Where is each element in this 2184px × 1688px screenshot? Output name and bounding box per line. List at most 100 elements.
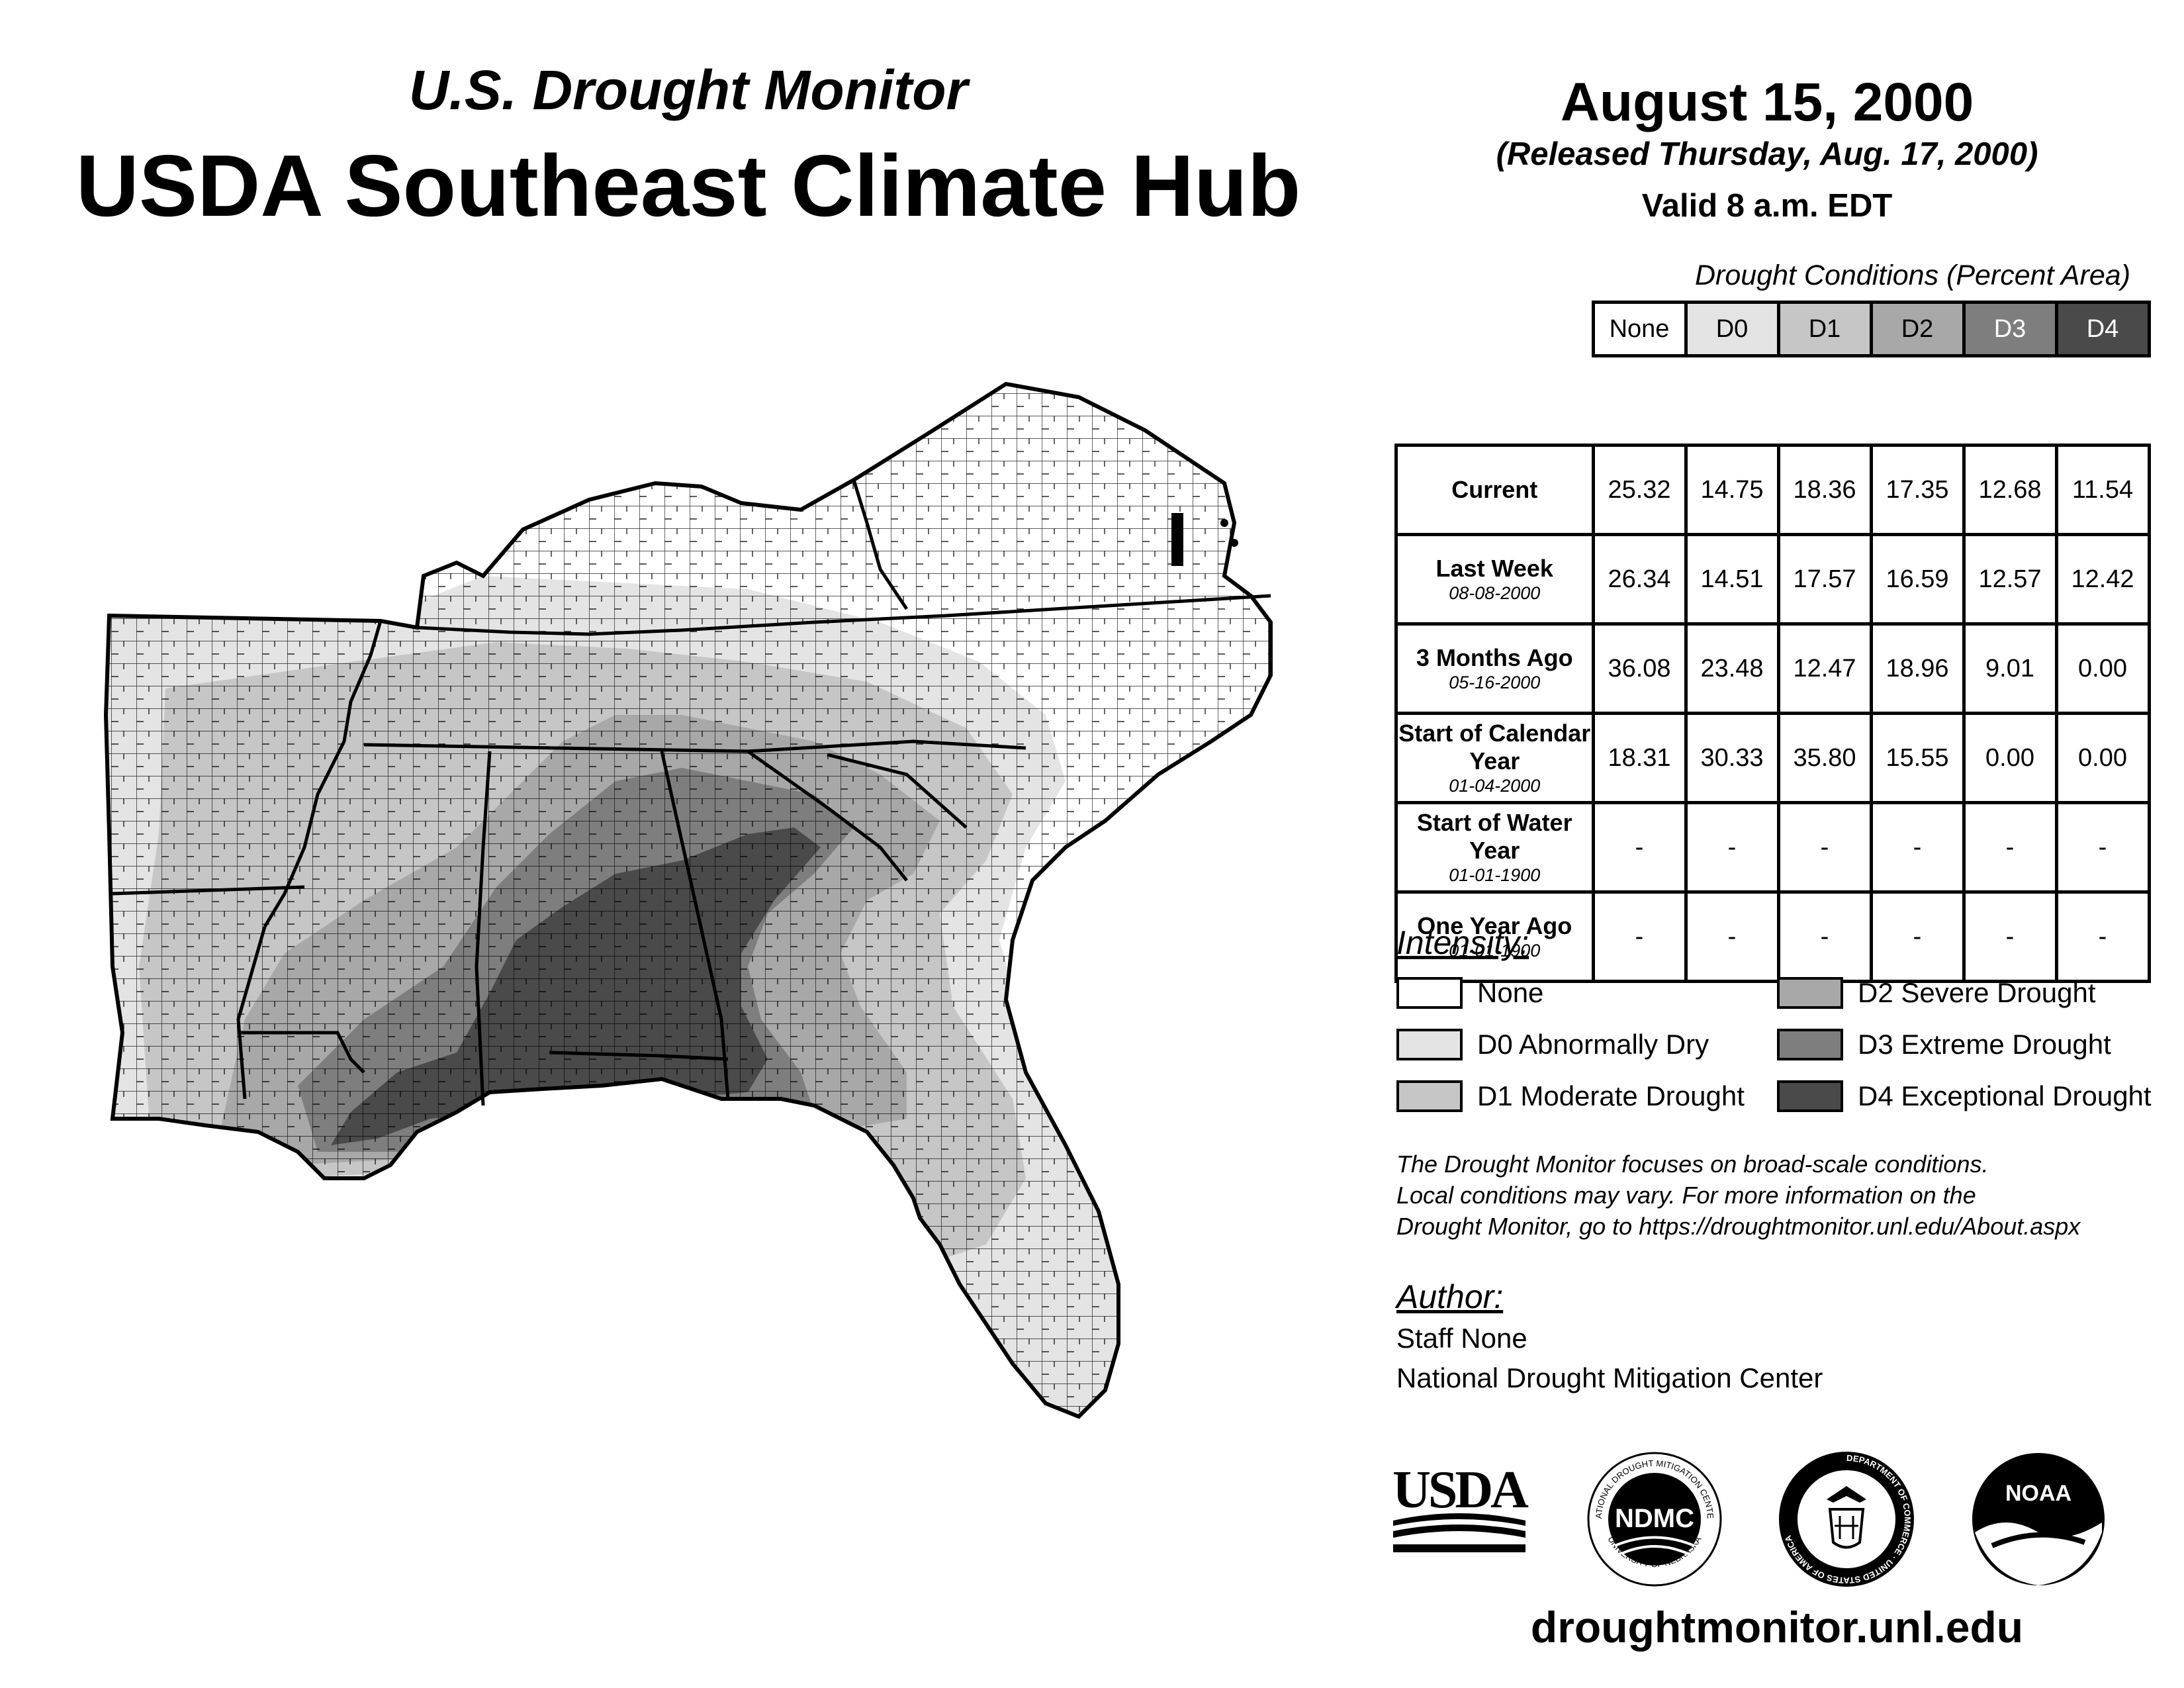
svg-text:NDMC: NDMC: [1615, 1504, 1694, 1533]
table-cell: -: [1776, 801, 1873, 894]
table-caption: Drought Conditions (Percent Area): [1694, 259, 2131, 291]
table-cell: -: [1869, 801, 1966, 894]
legend-label: D1 Moderate Drought: [1477, 1080, 1745, 1111]
noaa-logo: NOAA: [1972, 1453, 2105, 1585]
col-d1: D1: [1776, 301, 1873, 357]
table-row: 3 Months Ago 05-16-2000 36.08 23.48 12.47…: [1394, 622, 2151, 715]
table-cell: -: [1869, 890, 1966, 983]
legend-swatch: [1396, 977, 1463, 1009]
map-date: August 15, 2000: [1560, 72, 1974, 132]
legend-label: D0 Abnormally Dry: [1477, 1029, 1709, 1060]
drought-stats-table: None D0 D1 D2 D3 D4 Current 25.32 14.75 …: [1394, 301, 2151, 983]
table-cell: -: [1591, 801, 1688, 894]
table-cell: 23.48: [1684, 622, 1780, 715]
legend-label: None: [1477, 977, 1544, 1008]
note-line: The Drought Monitor focuses on broad-sca…: [1396, 1150, 1989, 1178]
table-cell: -: [2054, 801, 2151, 894]
table-row: Start of Calendar Year 01-04-2000 18.31 3…: [1394, 712, 2151, 804]
table-row: Last Week 08-08-2000 26.34 14.51 17.57 16…: [1394, 533, 2151, 626]
table-row: Start of Water Year 01-01-1900 - - - - - …: [1394, 801, 2151, 894]
table-cell: -: [1591, 890, 1688, 983]
table-cell: 16.59: [1869, 533, 1966, 626]
legend-swatch: [1777, 1080, 1843, 1112]
legend-item-d3: D3 Extreme Drought: [1777, 1029, 2111, 1060]
note-line: Local conditions may vary. For more info…: [1396, 1182, 1976, 1209]
table-cell: 18.31: [1591, 712, 1688, 804]
row-label: One Year Ago 01-01-1900: [1394, 890, 1595, 983]
state-boundaries: [109, 479, 1271, 1106]
drought-intensity-layers: [106, 384, 1271, 1417]
table-cell: 17.57: [1776, 533, 1873, 626]
table-header-row: None D0 D1 D2 D3 D4: [1396, 301, 2151, 357]
table-cell: 25.32: [1591, 444, 1688, 536]
table-row: Current 25.32 14.75 18.36 17.35 12.68 11…: [1394, 444, 2151, 536]
header-spacer: [1396, 303, 1594, 356]
col-none: None: [1591, 301, 1688, 357]
table-cell: 30.33: [1684, 712, 1780, 804]
map-subtitle: U.S. Drought Monitor: [408, 59, 968, 121]
legend-item-d2: D2 Severe Drought: [1777, 977, 2096, 1009]
row-label: Last Week 08-08-2000: [1394, 533, 1595, 626]
table-cell: 18.96: [1869, 622, 1966, 715]
table-cell: 35.80: [1776, 712, 1873, 804]
table-cell: 15.55: [1869, 712, 1966, 804]
legend-heading: Intensity:: [1396, 924, 1529, 961]
legend-item-d0: D0 Abnormally Dry: [1396, 1029, 1709, 1060]
table-cell: -: [1684, 890, 1780, 983]
legend-swatch: [1396, 1080, 1463, 1112]
ndmc-seal: NATIONAL DROUGHT MITIGATION CENTER UNIVE…: [1582, 1446, 1722, 1587]
legend-label: D3 Extreme Drought: [1858, 1029, 2111, 1060]
table-cell: 12.68: [1962, 444, 2058, 536]
legend-swatch: [1777, 977, 1843, 1009]
legend-swatch: [1396, 1029, 1463, 1060]
legend-label: D4 Exceptional Drought: [1858, 1080, 2152, 1111]
disclaimer-note: The Drought Monitor focuses on broad-sca…: [1396, 1149, 2158, 1242]
row-label: Current: [1394, 444, 1595, 536]
table-cell: -: [1962, 801, 2058, 894]
col-d4: D4: [2054, 301, 2151, 357]
legend-swatch: [1777, 1029, 1843, 1060]
legend-item-d4: D4 Exceptional Drought: [1777, 1080, 2152, 1112]
table-cell: 9.01: [1962, 622, 2058, 715]
svg-text:USDA: USDA: [1392, 1461, 1529, 1519]
table-cell: 12.42: [2054, 533, 2151, 626]
table-cell: -: [1776, 890, 1873, 983]
legend-item-d1: D1 Moderate Drought: [1396, 1080, 1745, 1112]
table-cell: 26.34: [1591, 533, 1688, 626]
usda-logo: USDA: [1392, 1461, 1529, 1552]
table-cell: 14.75: [1684, 444, 1780, 536]
table-cell: 0.00: [1962, 712, 2058, 804]
table-cell: 14.51: [1684, 533, 1780, 626]
table-cell: 18.36: [1776, 444, 1873, 536]
table-cell: 12.57: [1962, 533, 2058, 626]
author-heading: Author:: [1396, 1278, 1504, 1315]
website-link[interactable]: droughtmonitor.unl.edu: [1530, 1603, 2024, 1652]
author-organization: National Drought Mitigation Center: [1396, 1362, 1823, 1393]
valid-time: Valid 8 a.m. EDT: [1641, 188, 1893, 224]
table-cell: 12.47: [1776, 622, 1873, 715]
row-label: 3 Months Ago 05-16-2000: [1394, 622, 1595, 715]
table-cell: 11.54: [2054, 444, 2151, 536]
row-label: Start of Water Year 01-01-1900: [1394, 801, 1595, 894]
table-row: One Year Ago 01-01-1900 - - - - - -: [1394, 890, 2151, 983]
table-cell: 36.08: [1591, 622, 1688, 715]
table-cell: -: [1684, 801, 1780, 894]
drought-map: [86, 371, 1357, 1549]
legend-label: D2 Severe Drought: [1858, 977, 2096, 1008]
table-cell: 0.00: [2054, 712, 2151, 804]
note-line: Drought Monitor, go to https://droughtmo…: [1396, 1213, 2081, 1240]
col-d0: D0: [1684, 301, 1780, 357]
author-name: Staff None: [1396, 1323, 1527, 1354]
col-d3: D3: [1962, 301, 2058, 357]
legend-item-none: None: [1396, 977, 1543, 1009]
commerce-seal: DEPARTMENT OF COMMERCE · UNITED STATES O…: [1779, 1452, 1914, 1587]
table-cell: 17.35: [1869, 444, 1966, 536]
map-title: USDA Southeast Climate Hub: [75, 137, 1301, 234]
svg-text:NOAA: NOAA: [2005, 1481, 2071, 1506]
release-date: (Released Thursday, Aug. 17, 2000): [1496, 136, 2038, 172]
table-cell: 0.00: [2054, 622, 2151, 715]
row-label: Start of Calendar Year 01-04-2000: [1394, 712, 1595, 804]
islands: [1171, 513, 1238, 566]
table-cell: -: [2054, 890, 2151, 983]
col-d2: D2: [1869, 301, 1966, 357]
